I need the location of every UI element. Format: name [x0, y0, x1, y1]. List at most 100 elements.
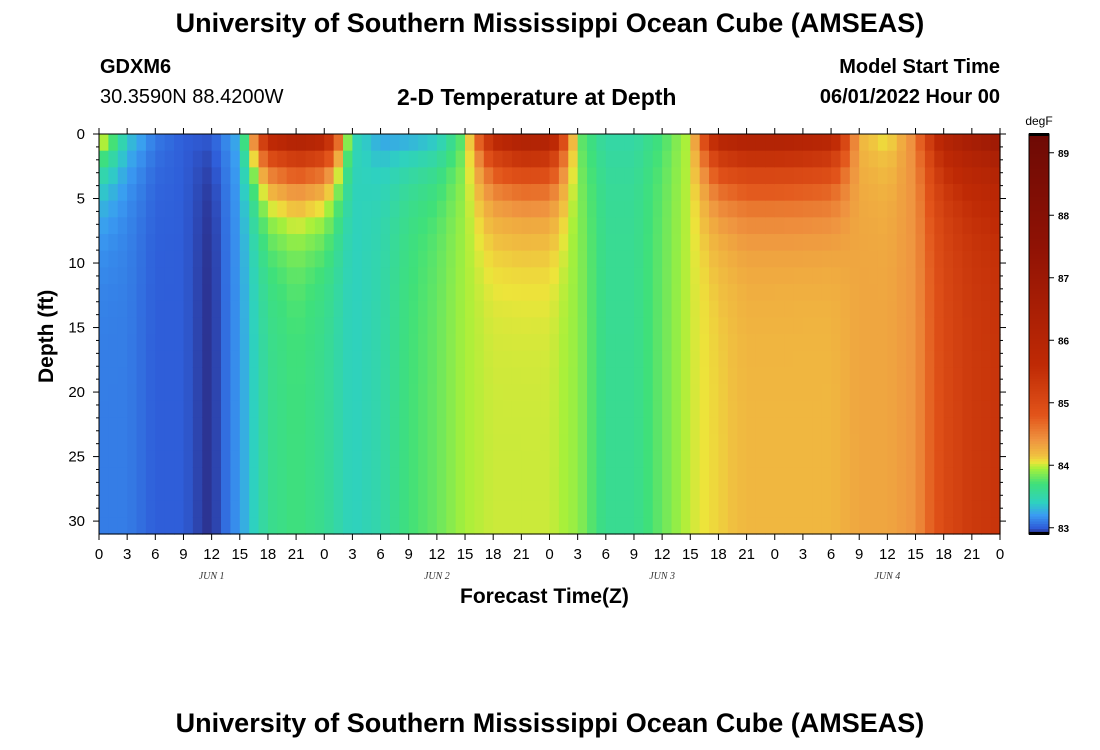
heatmap-cell [286, 250, 297, 268]
heatmap-cell [183, 200, 194, 218]
heatmap-cell [202, 150, 213, 168]
heatmap-cell [427, 200, 438, 218]
heatmap-cell [483, 300, 494, 318]
heatmap-cell [483, 284, 494, 302]
heatmap-cell [511, 217, 522, 235]
heatmap-cell [690, 317, 701, 335]
colorbar-swatch [1029, 174, 1049, 178]
heatmap-cell [934, 234, 945, 252]
heatmap-cell [784, 150, 795, 168]
heatmap-cell [408, 317, 419, 335]
heatmap-cell [361, 517, 372, 535]
heatmap-cell [577, 317, 588, 335]
heatmap-cell [305, 500, 316, 518]
heatmap-cell [455, 367, 466, 385]
heatmap-cell [305, 300, 316, 318]
heatmap-cell [202, 317, 213, 335]
heatmap-cell [906, 450, 917, 468]
colorbar-swatch [1029, 291, 1049, 295]
heatmap-cell [624, 467, 635, 485]
heatmap-cell [389, 134, 400, 152]
colorbar-swatch [1029, 176, 1049, 180]
heatmap-cell [239, 234, 250, 252]
heatmap-cell [896, 150, 907, 168]
colorbar-swatch [1029, 459, 1049, 463]
heatmap-cell [155, 467, 166, 485]
heatmap-cell [521, 334, 532, 352]
heatmap-cell [568, 417, 579, 435]
heatmap-cell [155, 167, 166, 185]
heatmap-cell [784, 434, 795, 452]
heatmap-cell [558, 484, 569, 502]
heatmap-cell [558, 150, 569, 168]
heatmap-cell [418, 484, 429, 502]
heatmap-cell [577, 300, 588, 318]
heatmap-cell [615, 300, 626, 318]
heatmap-cell [99, 167, 109, 185]
heatmap-cell [493, 500, 504, 518]
colorbar-swatch [1029, 326, 1049, 330]
heatmap-cell [343, 350, 354, 368]
heatmap-cell [596, 317, 607, 335]
heatmap-cell [887, 434, 898, 452]
colorbar-swatch [1029, 314, 1049, 318]
heatmap-cell [868, 250, 879, 268]
heatmap-cell [465, 317, 476, 335]
y-tick-label: 30 [68, 513, 85, 530]
heatmap-cell [465, 200, 476, 218]
heatmap-cell [709, 517, 720, 535]
heatmap-cell [174, 300, 185, 318]
heatmap-cell [633, 417, 644, 435]
heatmap-cell [277, 384, 288, 402]
x-tick-label: 9 [630, 546, 638, 563]
heatmap-cell [755, 400, 766, 418]
heatmap-cell [652, 367, 663, 385]
heatmap-cell [774, 450, 785, 468]
heatmap-cell [784, 367, 795, 385]
heatmap-cell [540, 267, 551, 285]
heatmap-cell [483, 167, 494, 185]
heatmap-cell [399, 167, 410, 185]
heatmap-cell [924, 167, 935, 185]
heatmap-cell [831, 284, 842, 302]
heatmap-cell [108, 467, 119, 485]
heatmap-cell [587, 384, 598, 402]
colorbar-swatch [1029, 324, 1049, 328]
heatmap-cell [934, 200, 945, 218]
heatmap-cell [624, 400, 635, 418]
heatmap-cell [249, 434, 260, 452]
heatmap-cell [127, 217, 138, 235]
heatmap-cell [990, 467, 1001, 485]
heatmap-cell [793, 250, 804, 268]
heatmap-cell [127, 517, 138, 535]
heatmap-cell [568, 500, 579, 518]
heatmap-cell [549, 184, 560, 202]
heatmap-cell [568, 134, 579, 152]
heatmap-cell [615, 367, 626, 385]
heatmap-cell [286, 500, 297, 518]
heatmap-cell [831, 334, 842, 352]
heatmap-cell [784, 217, 795, 235]
heatmap-cell [361, 317, 372, 335]
heatmap-cell [746, 167, 757, 185]
heatmap-cell [296, 484, 307, 502]
colorbar-swatch [1029, 191, 1049, 195]
heatmap-cell [831, 434, 842, 452]
heatmap-cell [774, 334, 785, 352]
heatmap-cell [802, 350, 813, 368]
heatmap-cell [718, 500, 729, 518]
colorbar-swatch [1029, 429, 1049, 433]
heatmap-cell [446, 467, 457, 485]
heatmap-cell [568, 167, 579, 185]
heatmap-cell [558, 184, 569, 202]
heatmap-cell [587, 517, 598, 535]
heatmap-cell [371, 134, 382, 152]
colorbar-swatch [1029, 356, 1049, 360]
heatmap-cell [389, 150, 400, 168]
heatmap-cell [680, 284, 691, 302]
heatmap-cell [859, 150, 870, 168]
heatmap-cell [727, 484, 738, 502]
heatmap-cell [746, 384, 757, 402]
heatmap-cell [192, 217, 203, 235]
heatmap-cell [127, 200, 138, 218]
